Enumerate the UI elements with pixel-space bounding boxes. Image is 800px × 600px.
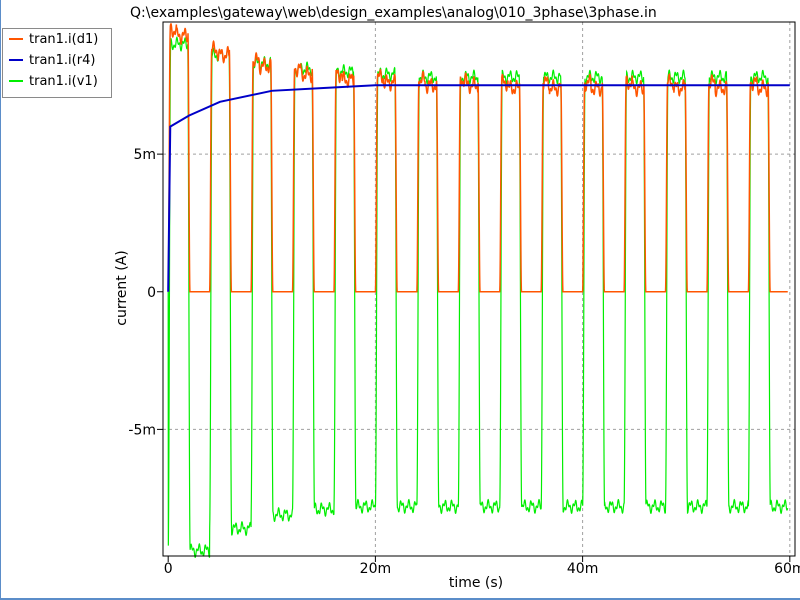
- legend-item-r4: tran1.i(r4): [9, 51, 95, 69]
- legend-label-r4: tran1.i(r4): [29, 52, 96, 68]
- series-line-d1: [167, 22, 788, 293]
- legend: tran1.i(d1) tran1.i(r4) tran1.i(v1): [2, 28, 112, 98]
- legend-swatch-d1: [9, 38, 23, 40]
- x-tick-label: 0: [164, 561, 173, 577]
- y-tick-label: 0: [147, 285, 156, 301]
- legend-swatch-r4: [9, 59, 23, 61]
- y-axis-label: current (A): [114, 250, 130, 325]
- y-tick-label: 5m: [133, 147, 156, 163]
- legend-item-v1: tran1.i(v1): [9, 72, 98, 90]
- legend-item-d1: tran1.i(d1): [9, 30, 98, 48]
- y-tick-label: -5m: [128, 422, 156, 438]
- chart-title: Q:\examples\gateway\web\design_examples\…: [130, 5, 657, 21]
- x-tick-label: 40m: [567, 561, 598, 577]
- series-layer: [167, 22, 790, 558]
- legend-label-v1: tran1.i(v1): [29, 73, 98, 89]
- x-axis-label: time (s): [449, 575, 503, 591]
- series-line-r4: [167, 84, 790, 292]
- x-tick-label: 60m: [774, 561, 800, 577]
- legend-label-d1: tran1.i(d1): [29, 31, 99, 47]
- x-tick-label: 20m: [360, 561, 391, 577]
- legend-swatch-v1: [9, 80, 23, 82]
- plot-area-frame: [162, 21, 796, 557]
